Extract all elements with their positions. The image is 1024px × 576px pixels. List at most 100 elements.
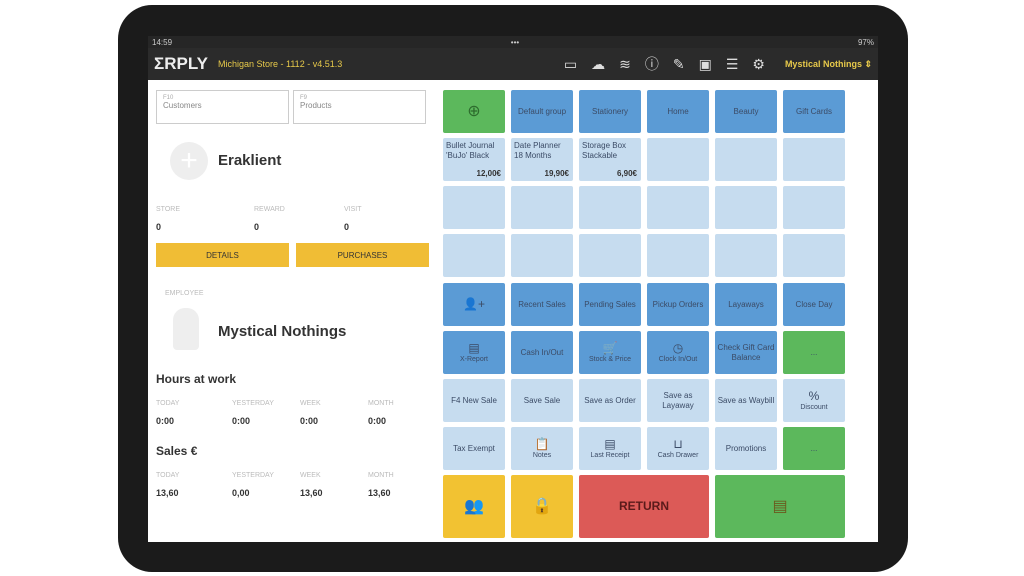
- gear-icon[interactable]: ⚙: [752, 55, 765, 72]
- employee-avatar: [173, 308, 199, 350]
- layaways-tile[interactable]: Layaways: [715, 283, 777, 326]
- stat-label: REWARD: [254, 206, 285, 213]
- customer-name: Eraklient: [218, 152, 282, 169]
- left-panel: F10 Customers F9 Products + Eraklient STOR…: [148, 80, 437, 542]
- hours-col-value: 0:00: [300, 416, 319, 426]
- employee-label: EMPLOYEE: [165, 290, 204, 297]
- customers-placeholder: Customers: [163, 101, 202, 110]
- tile-price: 12,00€: [476, 169, 501, 179]
- empty-tile[interactable]: [511, 234, 573, 277]
- empty-tile[interactable]: [511, 186, 573, 229]
- sales-col-value: 0,00: [232, 488, 250, 498]
- save-as-waybill-tile[interactable]: Save as Waybill: [715, 379, 777, 422]
- info-icon[interactable]: ⓘ: [644, 56, 659, 72]
- stat-value: 0: [156, 222, 162, 232]
- empty-tile[interactable]: [647, 234, 709, 277]
- tax-exempt-tile[interactable]: Tax Exempt: [443, 427, 505, 470]
- return-button[interactable]: RETURN: [579, 475, 709, 538]
- sales-col-label: TODAY: [156, 472, 180, 479]
- check-gift-card-balance-tile[interactable]: Check Gift Card Balance: [715, 331, 777, 374]
- chat-icon[interactable]: ▭: [563, 55, 578, 72]
- stock-price-tile[interactable]: 🛒 Stock & Price: [579, 331, 641, 374]
- empty-tile[interactable]: [443, 234, 505, 277]
- sales-col-label: YESTERDAY: [232, 472, 274, 479]
- pickup-orders-tile[interactable]: Pickup Orders: [647, 283, 709, 326]
- promotions-tile[interactable]: Promotions: [715, 427, 777, 470]
- products-search[interactable]: F9 Products: [293, 90, 426, 124]
- wifi-icon[interactable]: ≋: [619, 55, 631, 72]
- empty-tile[interactable]: [647, 138, 709, 181]
- close-day-tile[interactable]: Close Day: [783, 283, 845, 326]
- f4-new-sale-tile[interactable]: F4 New Sale: [443, 379, 505, 422]
- tile-label: Storage Box Stackable: [582, 141, 627, 160]
- empty-tile[interactable]: [783, 186, 845, 229]
- save-as-order-tile[interactable]: Save as Order: [579, 379, 641, 422]
- last-receipt-tile[interactable]: ▤ Last Receipt: [579, 427, 641, 470]
- cash-in-out-tile[interactable]: Cash In/Out: [511, 331, 573, 374]
- beauty-tile[interactable]: Beauty: [715, 90, 777, 133]
- recent-sales-tile[interactable]: Recent Sales: [511, 283, 573, 326]
- tile-label: Save as Order: [584, 395, 636, 405]
- hours-col-value: 0:00: [156, 416, 175, 426]
- tile-label: Stock & Price: [588, 355, 631, 363]
- hours-title: Hours at work: [156, 372, 237, 386]
- pay-button[interactable]: ▤: [715, 475, 845, 538]
- sales-col-value: 13,60: [300, 488, 323, 498]
- save-as-layaway-tile[interactable]: Save as Layaway: [647, 379, 709, 422]
- cloud-icon[interactable]: ☁: [591, 55, 606, 72]
- customers-search[interactable]: F10 Customers: [156, 90, 289, 124]
- pay-icon: ▤: [772, 497, 788, 515]
- pending-sales-tile[interactable]: Pending Sales: [579, 283, 641, 326]
- return-label: RETURN: [619, 499, 669, 514]
- default-group-tile[interactable]: Default group: [511, 90, 573, 133]
- menu-icon[interactable]: ☰: [725, 55, 739, 72]
- -tile[interactable]: ...: [783, 331, 845, 374]
- storage-box-stackable-tile[interactable]: Storage Box Stackable 6,90€: [579, 138, 641, 181]
- details-button[interactable]: DETAILS: [156, 243, 289, 267]
- tile-icon: 👤+: [463, 297, 485, 312]
- lock-icon: 🔒: [532, 497, 552, 515]
- gift-cards-tile[interactable]: Gift Cards: [783, 90, 845, 133]
- empty-tile[interactable]: [783, 234, 845, 277]
- stationery-tile[interactable]: Stationery: [579, 90, 641, 133]
- empty-tile[interactable]: [783, 138, 845, 181]
- tile-price: 6,90€: [616, 169, 637, 179]
- customers-button[interactable]: 👥: [443, 475, 505, 538]
- empty-tile[interactable]: [579, 234, 641, 277]
- empty-tile[interactable]: [647, 186, 709, 229]
- cash-drawer-tile[interactable]: ⊔ Cash Drawer: [647, 427, 709, 470]
- home-tile[interactable]: Home: [647, 90, 709, 133]
- hours-col-label: WEEK: [300, 400, 321, 407]
- tile-label: Check Gift Card Balance: [717, 342, 775, 362]
- empty-tile[interactable]: [579, 186, 641, 229]
- save-sale-tile[interactable]: Save Sale: [511, 379, 573, 422]
- empty-tile[interactable]: [443, 186, 505, 229]
- clock-in-out-tile[interactable]: ◷ Clock In/Out: [647, 331, 709, 374]
- x-report-tile[interactable]: ▤ X-Report: [443, 331, 505, 374]
- user-name: Mystical Nothings: [784, 58, 862, 69]
- sales-title: Sales €: [156, 444, 198, 458]
- customers-icon: 👥: [464, 497, 484, 515]
- add-group-button[interactable]: ⊕: [443, 90, 505, 133]
- logo: ΣRPLY: [154, 54, 208, 73]
- purchases-button[interactable]: PURCHASES: [296, 243, 429, 267]
- tile-label: ...: [810, 443, 818, 453]
- briefcase-icon[interactable]: ▣: [698, 55, 712, 72]
- add-customer-button[interactable]: 👤+: [443, 283, 505, 326]
- tile-label: Stationery: [591, 106, 629, 116]
- tile-label: Save as Waybill: [717, 395, 775, 405]
- user-switcher[interactable]: Mystical Nothings ⇕: [784, 58, 872, 69]
- lock-button[interactable]: 🔒: [511, 475, 573, 538]
- empty-tile[interactable]: [715, 138, 777, 181]
- edit-icon[interactable]: ✎: [672, 55, 685, 72]
- notes-tile[interactable]: 📋 Notes: [511, 427, 573, 470]
- -tile[interactable]: ...: [783, 427, 845, 470]
- customer-avatar[interactable]: +: [170, 142, 208, 180]
- date-planner-18-months-tile[interactable]: Date Planner 18 Months 19,90€: [511, 138, 573, 181]
- empty-tile[interactable]: [715, 186, 777, 229]
- hours-col-value: 0:00: [368, 416, 387, 426]
- discount-tile[interactable]: % Discount: [783, 379, 845, 422]
- empty-tile[interactable]: [715, 234, 777, 277]
- tile-label: ...: [810, 347, 818, 357]
- bullet-journal-bujo-black-tile[interactable]: Bullet Journal 'BuJo' Black 12,00€: [443, 138, 505, 181]
